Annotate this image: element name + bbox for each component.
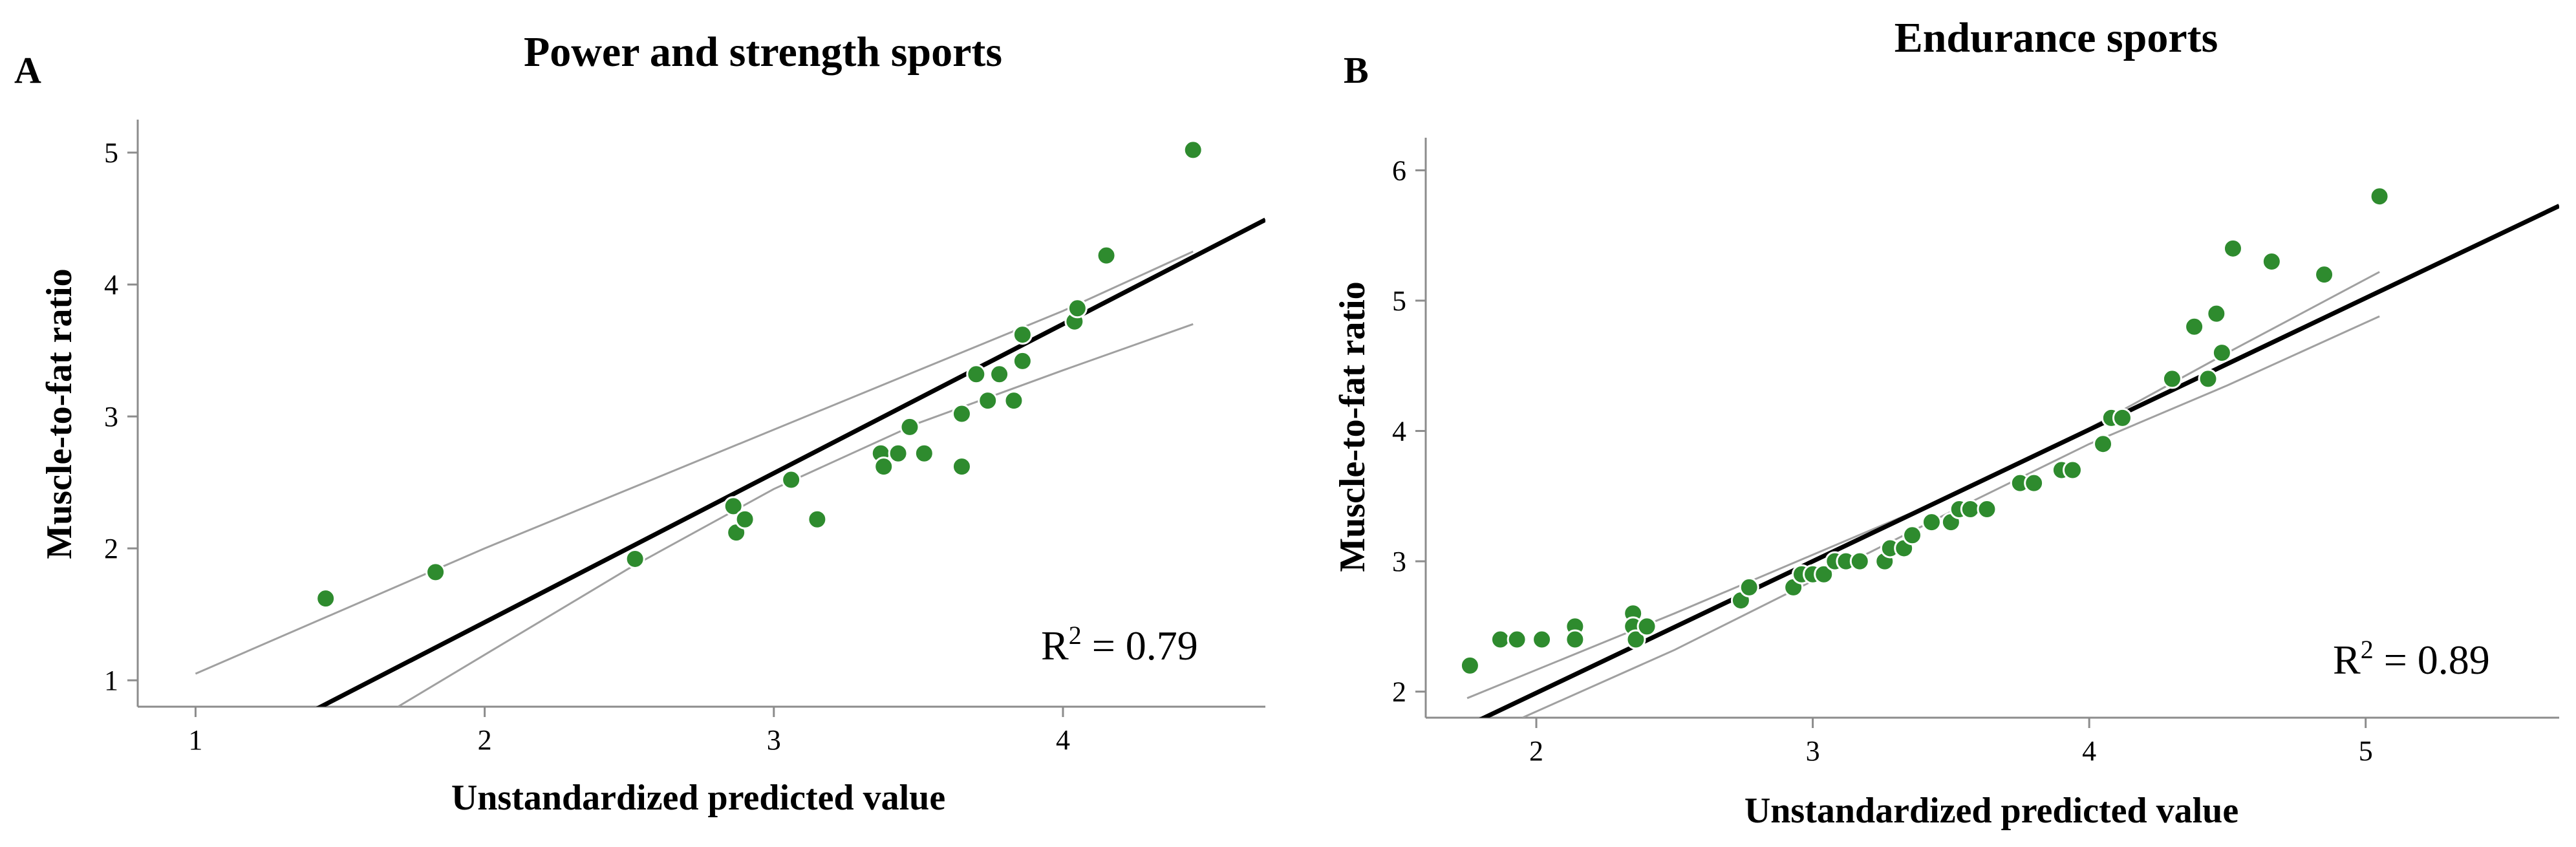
- scatter-point: [1960, 499, 1980, 519]
- y-tick-label: 5: [104, 137, 118, 169]
- ci-upper-line: [195, 250, 1194, 675]
- panel-b-y-axis-label: Muscle-to-fat ratio: [1333, 281, 1373, 572]
- scatter-point: [2211, 343, 2232, 363]
- panel-a-r2-annotation: R2 = 0.79: [1041, 621, 1198, 669]
- scatter-point: [723, 496, 744, 517]
- scatter-point: [425, 562, 446, 583]
- scatter-point: [1067, 298, 1088, 319]
- panel-a-title: Power and strength sports: [524, 28, 1002, 76]
- y-tick-label: 1: [104, 665, 118, 696]
- x-tick-label: 2: [478, 724, 492, 756]
- scatter-point: [1490, 629, 1510, 650]
- scatter-point: [874, 456, 894, 477]
- panel-b-letter: B: [1344, 49, 1369, 91]
- scatter-point: [781, 469, 802, 490]
- panel-a: A Power and strength sports Unstandardiz…: [14, 28, 1265, 818]
- scatter-point: [1012, 325, 1033, 345]
- scatter-point: [1183, 140, 1203, 160]
- scatter-point: [1532, 629, 1552, 650]
- x-tick-label: 1: [188, 724, 202, 756]
- panel-b-title: Endurance sports: [1894, 14, 2218, 61]
- y-tick-label: 2: [104, 533, 118, 564]
- ci-upper-line: [1466, 271, 2380, 700]
- scatter-point: [2314, 264, 2335, 285]
- regression-line: [1479, 204, 2559, 718]
- y-tick-label: 4: [104, 269, 118, 301]
- scatter-point: [1096, 245, 1117, 266]
- y-tick-label: 3: [1392, 546, 1406, 577]
- panel-a-letter: A: [14, 49, 41, 91]
- scatter-point: [2198, 369, 2218, 389]
- y-tick-label: 6: [1392, 155, 1406, 186]
- scatter-point: [2062, 460, 2083, 480]
- x-tick-label: 3: [767, 724, 781, 756]
- scatter-point: [966, 364, 987, 385]
- regression-line: [316, 217, 1265, 707]
- y-tick-label: 2: [1392, 676, 1406, 708]
- panel-b-plot-area: 2 3 4 5 2 3 4 5 6: [1392, 138, 2559, 767]
- scatter-point: [2184, 316, 2205, 337]
- scatter-point: [2222, 238, 2243, 259]
- scatter-point: [1507, 629, 1527, 650]
- scatter-point: [1921, 512, 1942, 533]
- scatter-point: [2206, 303, 2227, 324]
- x-tick-label: 4: [2082, 735, 2096, 767]
- x-tick-label: 2: [1529, 735, 1543, 767]
- scatter-point: [951, 456, 972, 477]
- scatter-point: [2162, 369, 2182, 389]
- scatter-point: [899, 416, 920, 437]
- panel-a-plot-area: 1 2 3 4 1 2 3 4 5: [104, 120, 1265, 756]
- scatter-point: [989, 364, 1010, 385]
- scatter-point: [914, 443, 934, 464]
- panel-a-x-axis-label: Unstandardized predicted value: [451, 778, 945, 818]
- panel-b: B Endurance sports Unstandardized predic…: [1333, 14, 2559, 831]
- scatter-point: [316, 588, 336, 609]
- panel-a-marks: [195, 217, 1265, 707]
- panel-b-x-axis-label: Unstandardized predicted value: [1744, 791, 2238, 831]
- x-tick-label: 4: [1056, 724, 1070, 756]
- ci-lower-line: [397, 323, 1194, 707]
- y-tick-label: 5: [1392, 285, 1406, 317]
- scatter-point: [1565, 629, 1585, 650]
- scatter-point: [1637, 616, 1657, 637]
- scatter-point: [888, 443, 908, 464]
- y-tick-label: 4: [1392, 416, 1406, 447]
- scatter-point: [2261, 251, 2282, 272]
- scatter-point: [735, 509, 755, 530]
- scatter-point: [1004, 391, 1024, 411]
- scatter-point: [1977, 499, 1997, 519]
- panel-a-y-axis-label: Muscle-to-fat ratio: [39, 268, 80, 559]
- scatter-point: [1012, 350, 1033, 371]
- scatter-point: [951, 403, 972, 424]
- scatter-point: [1459, 655, 1480, 676]
- scatter-point: [978, 391, 998, 411]
- scatter-point: [1739, 577, 1759, 597]
- y-tick-label: 3: [104, 401, 118, 433]
- scatter-point: [1814, 564, 1834, 584]
- scatter-point: [1849, 551, 1870, 572]
- scatter-point: [2024, 473, 2045, 493]
- panel-b-r2-annotation: R2 = 0.89: [2333, 635, 2490, 683]
- scatter-point: [625, 548, 645, 569]
- scatter-point: [2093, 434, 2114, 455]
- scatter-point: [2369, 186, 2390, 207]
- scatter-point: [2112, 407, 2132, 428]
- scatter-point: [1626, 629, 1646, 650]
- x-tick-label: 3: [1806, 735, 1820, 767]
- scatter-point: [1902, 525, 1923, 546]
- scatter-point: [807, 509, 828, 530]
- x-tick-label: 5: [2359, 735, 2373, 767]
